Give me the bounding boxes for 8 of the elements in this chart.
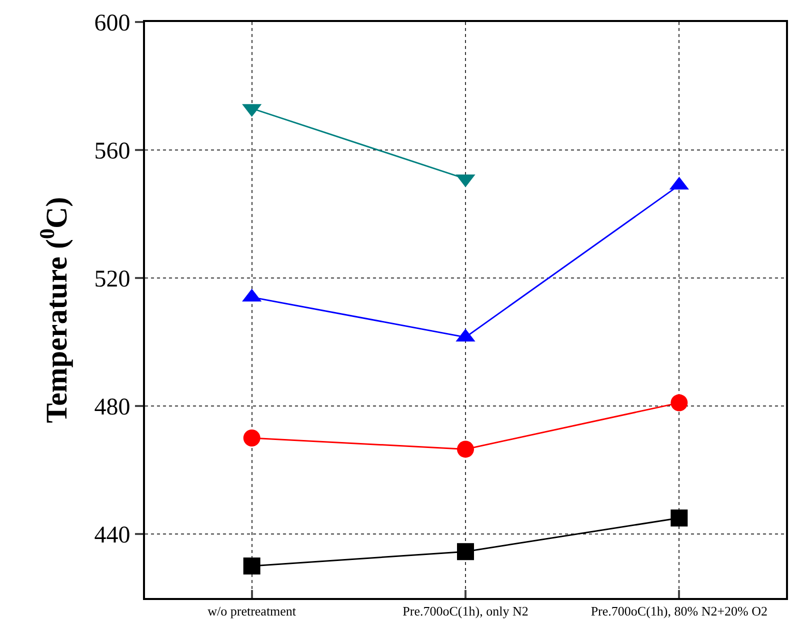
x-tick-label: w/o pretreatment — [208, 604, 296, 619]
y-tick-label: 520 — [94, 266, 130, 292]
x-tick-label: Pre.700oC(1h), 80% N2+20% O2 — [590, 604, 768, 619]
y-tick-label: 560 — [94, 138, 130, 164]
y-tick-label: 600 — [94, 10, 130, 36]
x-tick-label: Pre.700oC(1h), only N2 — [402, 604, 528, 619]
y-tick-label: 440 — [94, 522, 130, 548]
y-tick-label: 480 — [94, 394, 130, 420]
